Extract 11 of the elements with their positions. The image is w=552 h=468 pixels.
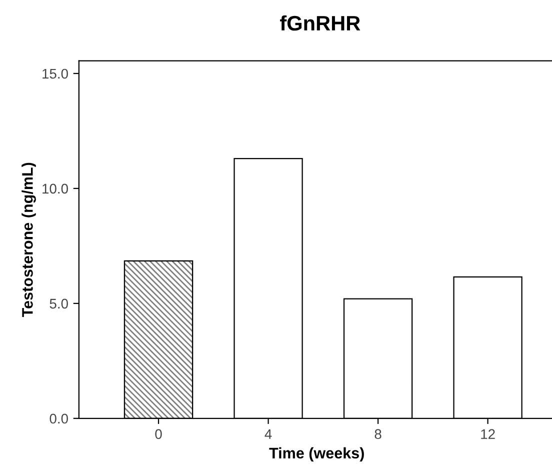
x-tick-label: 8 xyxy=(374,429,382,440)
y-tick-label: 15.0 xyxy=(42,68,68,79)
y-axis-title: Testosterone (ng/mL) xyxy=(22,162,36,317)
x-tick-label: 12 xyxy=(481,429,495,439)
x-tick-label: 0 xyxy=(155,429,162,440)
x-tick-label: 4 xyxy=(264,429,272,439)
y-tick-label: 10.0 xyxy=(42,184,68,194)
y-tick-label: 5.0 xyxy=(50,298,68,309)
chart-title: fGnRHR xyxy=(280,15,360,31)
y-tick-label: 0.0 xyxy=(50,414,68,424)
x-axis-title: Time (weeks) xyxy=(269,447,364,462)
